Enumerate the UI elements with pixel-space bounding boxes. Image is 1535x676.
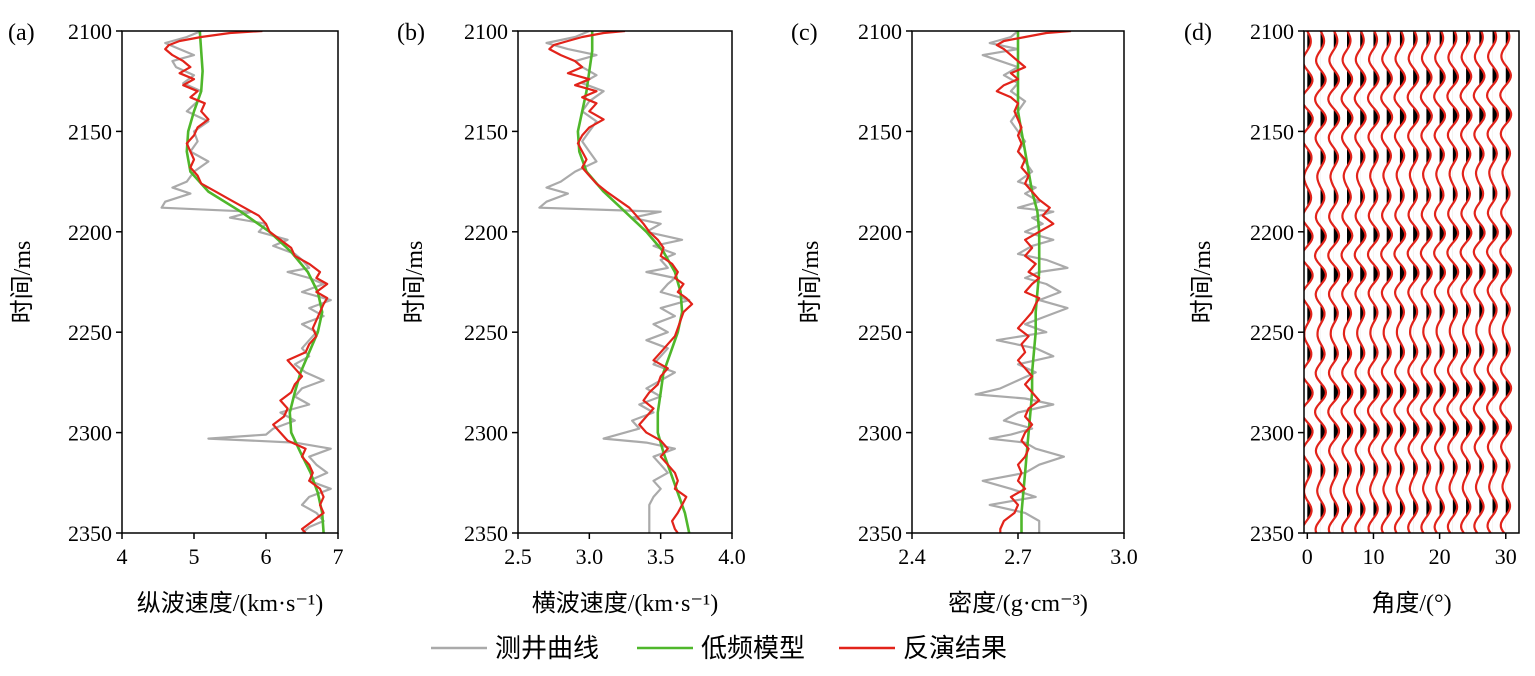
x-tick-label: 2.4	[898, 544, 926, 569]
trace-fill	[1505, 31, 1512, 533]
trace-fill	[1466, 31, 1472, 533]
y-tick-label: 2300	[464, 421, 508, 446]
trace-26-line	[1472, 31, 1486, 533]
x-tick-label: 3.0	[1110, 544, 1138, 569]
trace-8-line	[1353, 31, 1367, 533]
panel-tag: (b)	[397, 20, 425, 46]
trace-30-line	[1499, 31, 1513, 533]
trace-22-line	[1446, 31, 1460, 533]
y-tick-label: 2250	[1250, 320, 1294, 345]
plot-area	[160, 31, 332, 533]
x-tick-label: 4.0	[718, 544, 746, 569]
trace-6-line	[1340, 31, 1354, 533]
y-tick-label: 2200	[68, 220, 112, 245]
trace-0-line	[1304, 31, 1314, 528]
x-tick-label: 3.5	[647, 544, 675, 569]
y-tick-label: 2100	[68, 19, 112, 44]
trace-12-line	[1380, 31, 1394, 533]
y-axis-label: 时间/ms	[797, 241, 824, 324]
trace-fill	[1479, 31, 1485, 533]
x-tick-label: 6	[261, 544, 272, 569]
series-lowfreq-line	[1016, 31, 1041, 533]
plot-area	[1304, 31, 1513, 533]
legend-well-label: 测井曲线	[495, 634, 599, 663]
x-axis-label: 角度/(°)	[1371, 590, 1451, 617]
y-tick-label: 2350	[858, 521, 902, 546]
trace-fill	[1439, 31, 1445, 533]
series-inversion-line	[995, 31, 1072, 533]
y-tick-label: 2150	[68, 119, 112, 144]
trace-fill	[1492, 31, 1498, 533]
y-tick-label: 2200	[464, 220, 508, 245]
y-tick-label: 2100	[1250, 19, 1294, 44]
trace-24-line	[1459, 31, 1473, 533]
series-well-line	[538, 31, 691, 533]
trace-28-line	[1485, 31, 1500, 533]
y-tick-label: 2300	[858, 421, 902, 446]
y-tick-label: 2100	[858, 19, 902, 44]
x-tick-label: 20	[1429, 544, 1451, 569]
trace-20-line	[1433, 31, 1447, 533]
y-tick-label: 2200	[1250, 220, 1294, 245]
x-axis-label: 密度/(g·cm⁻³)	[948, 590, 1088, 617]
x-tick-label: 2.7	[1004, 544, 1032, 569]
y-tick-label: 2350	[1250, 521, 1294, 546]
y-tick-label: 2100	[464, 19, 508, 44]
y-tick-label: 2150	[464, 119, 508, 144]
x-tick-label: 5	[189, 544, 200, 569]
panel-d: 2100 2150 2200 2250 2300 2350 0 10 20 30 (d) 时间/ms 角…	[1184, 19, 1520, 617]
x-axis-label: 横波速度/(km·s⁻¹)	[532, 590, 719, 617]
trace-18-line	[1419, 31, 1433, 533]
series-lowfreq-line	[185, 31, 325, 533]
axes-frame	[121, 30, 339, 534]
axes-frame	[1303, 30, 1520, 534]
x-axis-label: 纵波速度/(km·s⁻¹)	[137, 590, 324, 617]
trace-4-line	[1327, 31, 1341, 533]
panel-tag: (a)	[8, 20, 35, 46]
x-tick-label: 10	[1362, 544, 1384, 569]
y-axis-label: 时间/ms	[1189, 241, 1216, 324]
legend-inversion-label: 反演结果	[903, 634, 1007, 663]
x-tick-label: 0	[1302, 544, 1313, 569]
x-tick-label: 2.5	[504, 544, 532, 569]
series-inversion-line	[548, 31, 694, 533]
y-tick-label: 2250	[858, 320, 902, 345]
y-axis-label: 时间/ms	[9, 241, 36, 324]
y-tick-label: 2150	[858, 119, 902, 144]
series-well-line	[974, 31, 1069, 533]
y-tick-label: 2350	[464, 521, 508, 546]
plot-area	[538, 31, 694, 533]
y-tick-label: 2250	[68, 320, 112, 345]
trace-10-line	[1366, 31, 1381, 533]
legend-lowfreq-label: 低频模型	[701, 634, 805, 663]
y-tick-label: 2150	[1250, 119, 1294, 144]
y-axis-label: 时间/ms	[401, 241, 428, 324]
y-tick-label: 2350	[68, 521, 112, 546]
y-tick-label: 2200	[858, 220, 902, 245]
x-tick-label: 7	[333, 544, 344, 569]
panel-tag: (d)	[1184, 20, 1212, 46]
y-tick-label: 2300	[1250, 421, 1294, 446]
y-tick-label: 2300	[68, 421, 112, 446]
trace-16-line	[1406, 31, 1420, 533]
series-lowfreq-line	[576, 31, 691, 533]
legend: 测井曲线 低频模型 反演结果	[431, 634, 1007, 663]
x-tick-label: 30	[1495, 544, 1517, 569]
x-tick-label: 3.0	[576, 544, 604, 569]
series-well-line	[160, 31, 332, 533]
trace-2-line	[1313, 31, 1328, 533]
trace-14-line	[1393, 31, 1407, 533]
x-tick-label: 4	[117, 544, 128, 569]
plot-area	[974, 31, 1072, 533]
axes-frame	[517, 30, 733, 534]
series-inversion-line	[164, 31, 329, 533]
panel-tag: (c)	[791, 20, 818, 46]
trace-fill	[1452, 31, 1459, 533]
y-tick-label: 2250	[464, 320, 508, 345]
